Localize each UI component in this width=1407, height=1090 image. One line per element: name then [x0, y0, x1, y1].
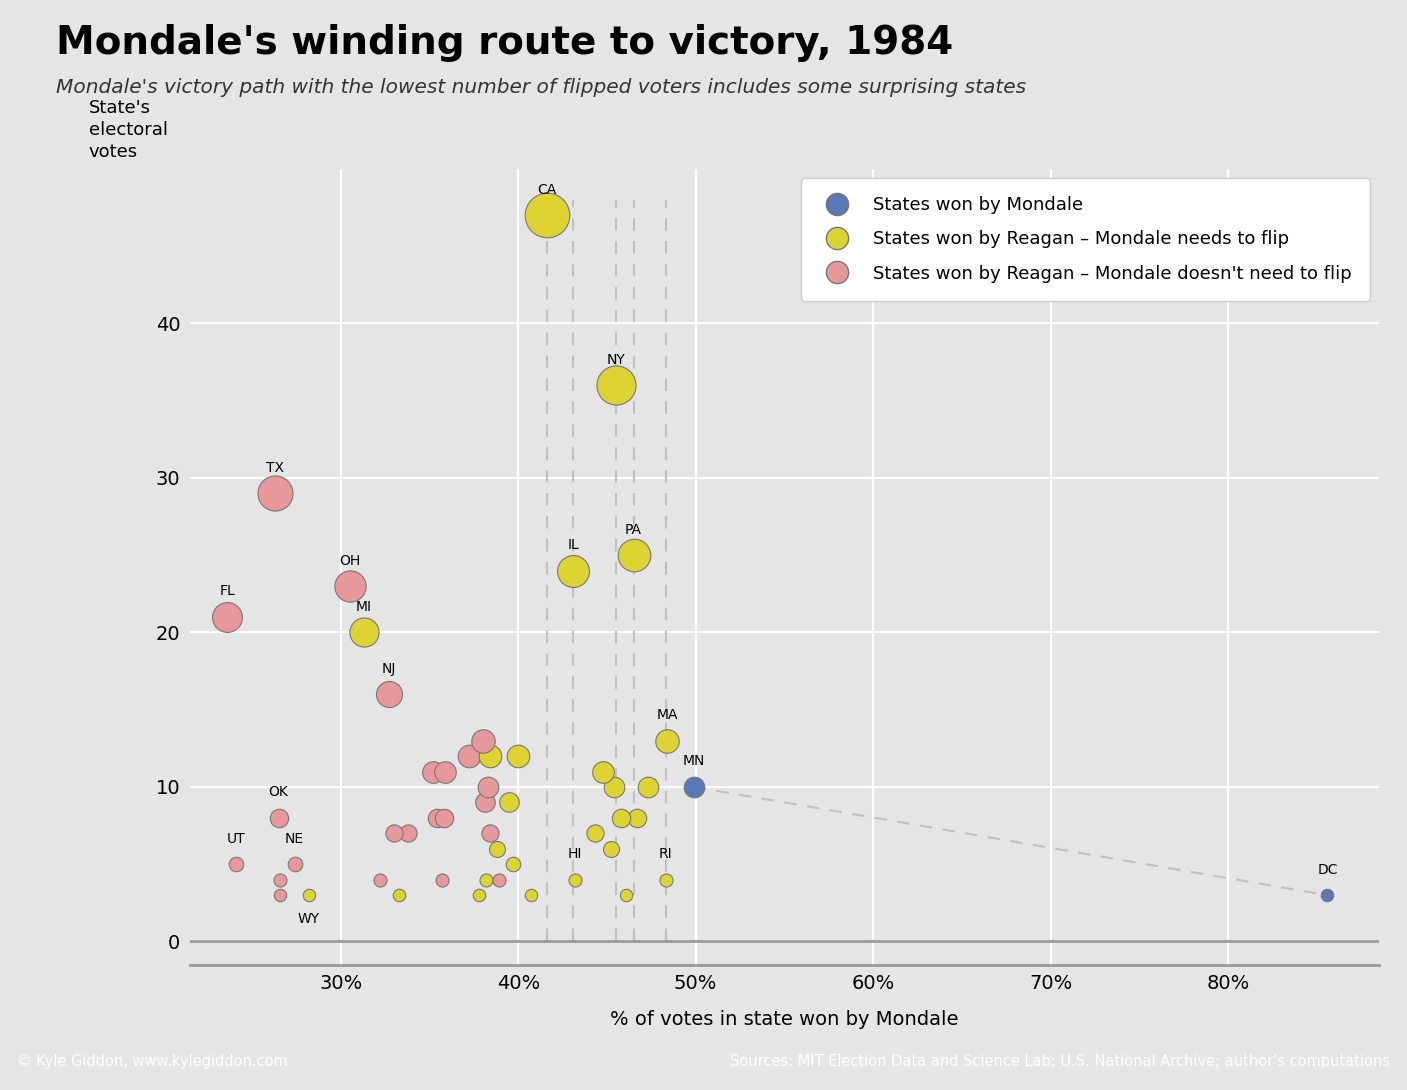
Point	[432, 809, 454, 826]
Text: MI: MI	[356, 600, 371, 614]
Point	[267, 809, 290, 826]
Point	[477, 778, 499, 796]
Text: RI: RI	[658, 847, 673, 861]
Point	[473, 794, 495, 811]
Point	[388, 886, 411, 904]
Point	[609, 809, 632, 826]
Text: NY: NY	[606, 353, 625, 366]
Point	[615, 886, 637, 904]
Point	[265, 485, 287, 502]
Text: FL: FL	[219, 584, 235, 598]
Point	[269, 886, 291, 904]
Point	[656, 731, 678, 749]
Point	[622, 546, 644, 564]
Text: NJ: NJ	[381, 662, 395, 676]
Point	[478, 748, 501, 765]
Point	[502, 856, 525, 873]
Text: PA: PA	[625, 523, 642, 536]
Point	[471, 731, 494, 749]
Point	[478, 825, 501, 843]
Text: State's
electoral
votes: State's electoral votes	[89, 98, 167, 161]
Point	[283, 856, 305, 873]
Point	[383, 825, 405, 843]
Point	[602, 778, 625, 796]
Point	[654, 871, 677, 888]
Point	[498, 794, 521, 811]
Point	[605, 376, 628, 393]
Point	[297, 886, 319, 904]
Point	[487, 871, 509, 888]
Point	[564, 871, 587, 888]
Text: DC: DC	[1317, 862, 1338, 876]
Point	[431, 871, 453, 888]
Point	[215, 608, 238, 626]
Legend: States won by Mondale, States won by Reagan – Mondale needs to flip, States won : States won by Mondale, States won by Rea…	[801, 178, 1370, 301]
Text: WY: WY	[298, 912, 319, 926]
Point	[561, 562, 584, 580]
Point	[425, 809, 447, 826]
Point	[469, 886, 491, 904]
Text: TX: TX	[266, 461, 284, 475]
X-axis label: % of votes in state won by Mondale: % of votes in state won by Mondale	[611, 1010, 958, 1029]
Point	[435, 763, 457, 780]
Point	[599, 840, 622, 858]
Point	[535, 207, 557, 225]
Point	[422, 763, 445, 780]
Point	[225, 856, 248, 873]
Point	[377, 686, 400, 703]
Point	[626, 809, 649, 826]
Point	[584, 825, 606, 843]
Point	[397, 825, 419, 843]
Point	[636, 778, 658, 796]
Point	[592, 763, 615, 780]
Point	[682, 778, 705, 796]
Text: OK: OK	[269, 785, 288, 799]
Point	[476, 871, 498, 888]
Text: Sources: MIT Election Data and Science Lab; U.S. National Archive; author's comp: Sources: MIT Election Data and Science L…	[730, 1054, 1390, 1069]
Text: © Kyle Giddon, www.kylegiddon.com: © Kyle Giddon, www.kylegiddon.com	[17, 1054, 287, 1069]
Point	[519, 886, 542, 904]
Point	[457, 748, 480, 765]
Text: CA: CA	[537, 183, 556, 197]
Point	[507, 748, 529, 765]
Text: UT: UT	[227, 832, 245, 846]
Text: Mondale's winding route to victory, 1984: Mondale's winding route to victory, 1984	[56, 24, 954, 62]
Point	[485, 840, 508, 858]
Text: MN: MN	[682, 754, 705, 768]
Text: HI: HI	[568, 847, 582, 861]
Text: IL: IL	[567, 538, 580, 553]
Point	[369, 871, 391, 888]
Text: MA: MA	[657, 708, 678, 722]
Point	[353, 623, 376, 641]
Text: OH: OH	[339, 554, 360, 568]
Text: Mondale's victory path with the lowest number of flipped voters includes some su: Mondale's victory path with the lowest n…	[56, 78, 1026, 97]
Point	[1316, 886, 1338, 904]
Point	[339, 578, 362, 595]
Point	[269, 871, 291, 888]
Text: NE: NE	[286, 832, 304, 846]
